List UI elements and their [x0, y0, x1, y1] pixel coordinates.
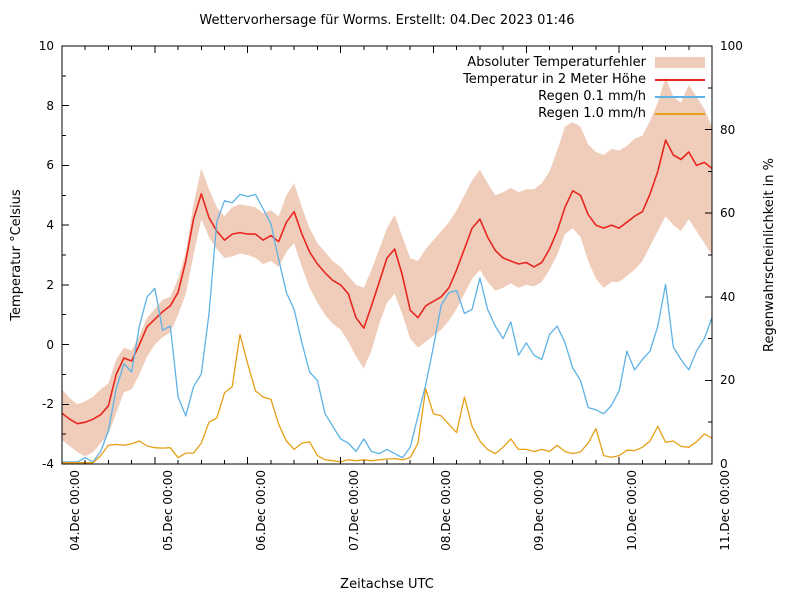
x-tick-label: 07.Dec 00:00 — [346, 470, 361, 551]
series-line-temperature — [62, 139, 712, 425]
y-axis-label-right: Regenwahrscheinlichkeit in % — [762, 158, 777, 352]
data-layer — [62, 77, 712, 464]
plot-border — [61, 45, 713, 465]
x-tick-label: 10.Dec 00:00 — [625, 470, 640, 551]
series-line-rain01 — [62, 193, 712, 463]
legend-item: Absoluter Temperaturfehler — [463, 54, 705, 71]
x-tick-label: 08.Dec 00:00 — [439, 470, 454, 551]
legend-label: Temperatur in 2 Meter Höhe — [463, 72, 646, 87]
y-tick-label-right: 40 — [720, 289, 736, 304]
legend-label: Absoluter Temperaturfehler — [467, 55, 646, 70]
x-tick-label: 06.Dec 00:00 — [253, 470, 268, 551]
y-tick-label-right: 100 — [720, 39, 743, 53]
y-tick-label-right: 20 — [720, 373, 736, 388]
x-axis-label: Zeitachse UTC — [340, 577, 434, 592]
x-tick-label: 09.Dec 00:00 — [532, 470, 547, 551]
y-axis-label-left: Temperatur °Celsius — [9, 189, 24, 321]
x-tick-label: 05.Dec 00:00 — [160, 470, 175, 551]
y-tick-label-left: 6 — [46, 158, 54, 173]
legend-swatch-band — [655, 57, 705, 68]
legend-item: Temperatur in 2 Meter Höhe — [463, 71, 705, 88]
temperature-error-band — [62, 77, 712, 457]
x-tick-label: 04.Dec 00:00 — [68, 470, 82, 551]
legend-swatch-line-rain10 — [655, 112, 705, 115]
y-tick-label-right: 80 — [720, 122, 736, 137]
y-tick-label-left: -4 — [42, 457, 54, 471]
chart-title: Wettervorhersage für Worms. Erstellt: 04… — [199, 13, 575, 28]
y-tick-label-left: -2 — [42, 397, 54, 412]
legend-item: Regen 0.1 mm/h — [463, 88, 705, 105]
y-tick-label-right: 0 — [720, 457, 728, 471]
legend-item: Regen 1.0 mm/h — [463, 105, 705, 122]
x-tick-label: 11.Dec 00:00 — [718, 470, 732, 551]
y-tick-label-left: 8 — [46, 98, 54, 113]
series-line-rain10 — [62, 333, 712, 464]
legend-swatch-line-temperature — [655, 78, 705, 81]
legend: Absoluter Temperaturfehler Temperatur in … — [463, 54, 705, 122]
legend-label: Regen 1.0 mm/h — [538, 106, 646, 121]
y-tick-label-left: 10 — [38, 39, 54, 53]
y-tick-label-right: 60 — [720, 206, 736, 221]
y-tick-label-left: 0 — [46, 337, 54, 352]
legend-swatch-line-rain01 — [655, 95, 705, 98]
y-tick-label-left: 4 — [46, 218, 54, 233]
y-tick-label-left: 2 — [46, 277, 54, 292]
legend-label: Regen 0.1 mm/h — [538, 89, 646, 104]
